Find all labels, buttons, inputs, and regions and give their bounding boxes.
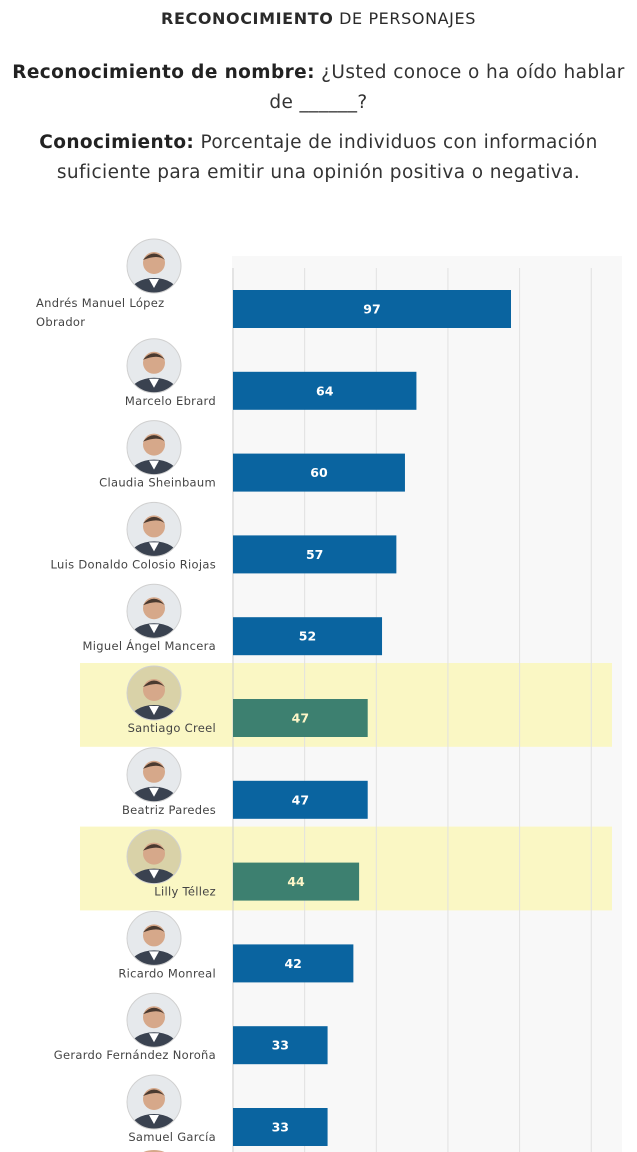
category-label: Luis Donaldo Colosio Riojas bbox=[51, 557, 216, 571]
category-label: Obrador bbox=[36, 315, 85, 329]
avatar-ring bbox=[126, 1074, 182, 1130]
avatar-ring bbox=[126, 910, 182, 966]
data-label: 60 bbox=[310, 465, 328, 480]
avatar-icon bbox=[127, 666, 181, 720]
bar bbox=[233, 290, 511, 328]
header-title-rest: DE PERSONAJES bbox=[333, 9, 476, 28]
bar bbox=[233, 780, 368, 819]
header-title-bold: RECONOCIMIENTO bbox=[161, 9, 334, 28]
knowledge-label: Conocimiento: bbox=[39, 132, 195, 153]
data-label: 33 bbox=[272, 1120, 289, 1135]
bar bbox=[233, 617, 383, 656]
name-recognition-text: ¿Usted conoce o ha oído hablar de ______… bbox=[269, 62, 625, 113]
knowledge-definition: Conocimiento: Porcentaje de individuos c… bbox=[10, 128, 627, 188]
avatar-ring bbox=[126, 747, 182, 803]
category-label: Samuel García bbox=[128, 1130, 216, 1144]
data-label: 42 bbox=[284, 956, 301, 971]
category-label: Andrés Manuel López bbox=[36, 296, 164, 310]
category-label: Ricardo Monreal bbox=[118, 966, 216, 980]
bar bbox=[233, 535, 397, 574]
knowledge-text: Porcentaje de individuos con información… bbox=[56, 132, 598, 183]
bar bbox=[233, 1026, 328, 1065]
avatar-ring bbox=[126, 583, 182, 639]
avatar-icon bbox=[127, 1075, 181, 1129]
avatar-icon bbox=[127, 584, 181, 639]
category-label: Lilly Téllez bbox=[154, 885, 216, 899]
avatar-icon bbox=[127, 239, 181, 293]
data-label: 47 bbox=[292, 792, 309, 807]
avatar-icon bbox=[127, 338, 181, 393]
data-label: 97 bbox=[363, 302, 380, 317]
avatar-icon bbox=[127, 420, 181, 475]
bar bbox=[233, 1108, 328, 1146]
data-label: 52 bbox=[299, 629, 316, 644]
avatar-ring bbox=[126, 238, 182, 294]
data-label: 64 bbox=[316, 383, 334, 398]
avatar-ring bbox=[126, 992, 182, 1048]
avatar-ring bbox=[126, 665, 182, 721]
avatar-ring bbox=[126, 338, 182, 394]
category-label: Miguel Ángel Mancera bbox=[83, 638, 216, 653]
data-label: 33 bbox=[272, 1038, 289, 1053]
avatar-ring bbox=[126, 829, 182, 885]
avatar-icon bbox=[127, 747, 181, 802]
avatar-ring bbox=[126, 420, 182, 476]
avatar-icon bbox=[127, 502, 181, 557]
data-label: 47 bbox=[292, 711, 309, 726]
category-label: Marcelo Ebrard bbox=[125, 394, 216, 408]
data-label: 57 bbox=[306, 547, 323, 562]
bar bbox=[233, 371, 417, 410]
category-label: Claudia Sheinbaum bbox=[99, 476, 216, 490]
bar bbox=[233, 862, 360, 901]
avatar-ring bbox=[126, 501, 182, 557]
name-recognition-definition: Reconocimiento de nombre: ¿Usted conoce … bbox=[10, 58, 627, 118]
data-label: 44 bbox=[287, 874, 305, 889]
category-label: Santiago Creel bbox=[128, 721, 216, 735]
avatar-icon bbox=[127, 911, 181, 966]
category-label: Gerardo Fernández Noroña bbox=[54, 1048, 216, 1062]
name-recognition-label: Reconocimiento de nombre: bbox=[12, 62, 315, 83]
category-label: Beatriz Paredes bbox=[122, 803, 216, 817]
bar bbox=[233, 944, 354, 983]
bar bbox=[233, 699, 368, 737]
avatar-icon bbox=[127, 829, 181, 884]
bar bbox=[233, 453, 405, 492]
chart-header: RECONOCIMIENTO DE PERSONAJES bbox=[0, 9, 637, 28]
